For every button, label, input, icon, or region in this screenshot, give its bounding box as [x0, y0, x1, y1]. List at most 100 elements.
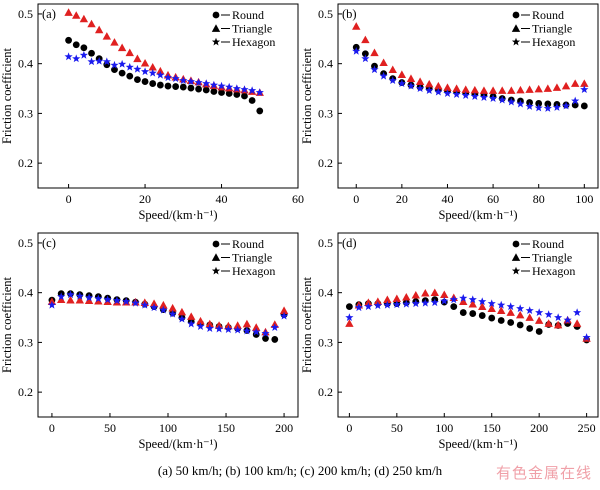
series-hexagon	[64, 50, 264, 96]
data-point	[525, 102, 534, 110]
data-point	[479, 93, 489, 101]
data-point	[345, 303, 353, 310]
data-point	[421, 298, 430, 307]
data-point	[242, 326, 252, 335]
legend-label: Round	[232, 8, 264, 22]
legend-marker	[511, 37, 521, 46]
legend-label: Round	[532, 237, 564, 251]
data-point	[561, 81, 571, 90]
series-round	[48, 290, 288, 343]
data-point	[561, 101, 571, 110]
data-point	[172, 83, 180, 90]
data-point	[125, 48, 134, 57]
data-point	[148, 62, 157, 71]
data-point	[383, 295, 392, 303]
data-point	[516, 99, 525, 108]
data-point	[84, 296, 94, 304]
plot-frame	[337, 3, 599, 189]
data-point	[507, 97, 516, 106]
legend-label: Triangle	[232, 22, 272, 36]
x-tick-label: 150	[483, 421, 501, 435]
data-point	[248, 97, 256, 104]
legend-label: Triangle	[532, 251, 572, 265]
y-tick-label: 0.5	[318, 236, 333, 250]
data-point	[94, 296, 103, 305]
y-tick-label: 0.3	[18, 335, 33, 349]
data-point	[470, 85, 480, 94]
data-point	[383, 300, 392, 309]
data-point	[570, 79, 580, 87]
data-point	[468, 295, 477, 304]
data-point	[487, 299, 496, 308]
y-tick-label: 0.4	[318, 57, 333, 71]
data-point	[122, 297, 131, 306]
data-point	[582, 333, 591, 341]
data-point	[205, 319, 214, 328]
data-point	[75, 295, 84, 304]
data-point	[434, 81, 443, 90]
x-tick-label: 0	[346, 421, 352, 435]
legend-marker	[211, 266, 221, 275]
data-point	[534, 84, 543, 93]
legend-marker	[211, 37, 221, 46]
legend-entry: Hexagon	[511, 264, 575, 278]
data-point	[452, 90, 461, 98]
y-axis-label: Friction coefficient	[0, 48, 14, 144]
data-point	[133, 64, 142, 73]
data-point	[240, 85, 249, 94]
data-point	[388, 65, 397, 74]
legend-marker	[511, 266, 521, 275]
x-tick-label: 50	[391, 421, 403, 435]
y-tick-label: 0.4	[318, 286, 333, 300]
legend-entry: Round	[512, 8, 564, 22]
data-point	[507, 319, 515, 326]
data-point	[388, 76, 397, 85]
data-point	[450, 303, 458, 310]
legend-entry: Round	[212, 237, 264, 251]
data-point	[345, 313, 354, 322]
data-point	[94, 25, 104, 34]
series-hexagon	[345, 293, 591, 341]
data-point	[364, 298, 373, 306]
data-point	[217, 81, 226, 90]
legend-marker	[211, 253, 221, 261]
y-tick-label: 0.5	[318, 7, 333, 21]
data-point	[373, 301, 382, 310]
x-tick-label: 80	[533, 192, 545, 206]
data-point	[159, 300, 168, 309]
data-point	[478, 312, 486, 319]
data-point	[140, 300, 149, 309]
data-point	[459, 293, 468, 302]
legend-entry: Hexagon	[211, 264, 275, 278]
data-point	[434, 87, 443, 96]
data-point	[134, 76, 141, 83]
legend-label: Round	[232, 237, 264, 251]
data-point	[497, 300, 506, 309]
data-point	[525, 313, 534, 321]
data-point	[544, 310, 553, 319]
data-point	[232, 84, 241, 93]
data-point	[370, 48, 379, 57]
data-point	[406, 74, 416, 82]
data-point	[149, 303, 159, 312]
data-point	[177, 307, 187, 316]
data-point	[131, 298, 140, 307]
legend-label: Round	[532, 8, 564, 22]
data-point	[110, 38, 119, 46]
data-point	[87, 19, 96, 28]
data-point	[361, 35, 370, 44]
series-round	[65, 36, 264, 115]
data-point	[525, 85, 534, 93]
data-point	[364, 302, 373, 311]
x-tick-label: 200	[530, 421, 548, 435]
y-tick-label: 0.2	[18, 385, 33, 399]
data-point	[241, 92, 248, 100]
series-triangle	[47, 295, 289, 336]
data-point	[361, 54, 370, 63]
y-axis-label: Friction coefficient	[0, 277, 14, 373]
data-point	[534, 103, 543, 112]
data-point	[75, 291, 84, 300]
data-point	[255, 88, 264, 96]
data-point	[373, 297, 383, 305]
data-point	[469, 310, 477, 317]
